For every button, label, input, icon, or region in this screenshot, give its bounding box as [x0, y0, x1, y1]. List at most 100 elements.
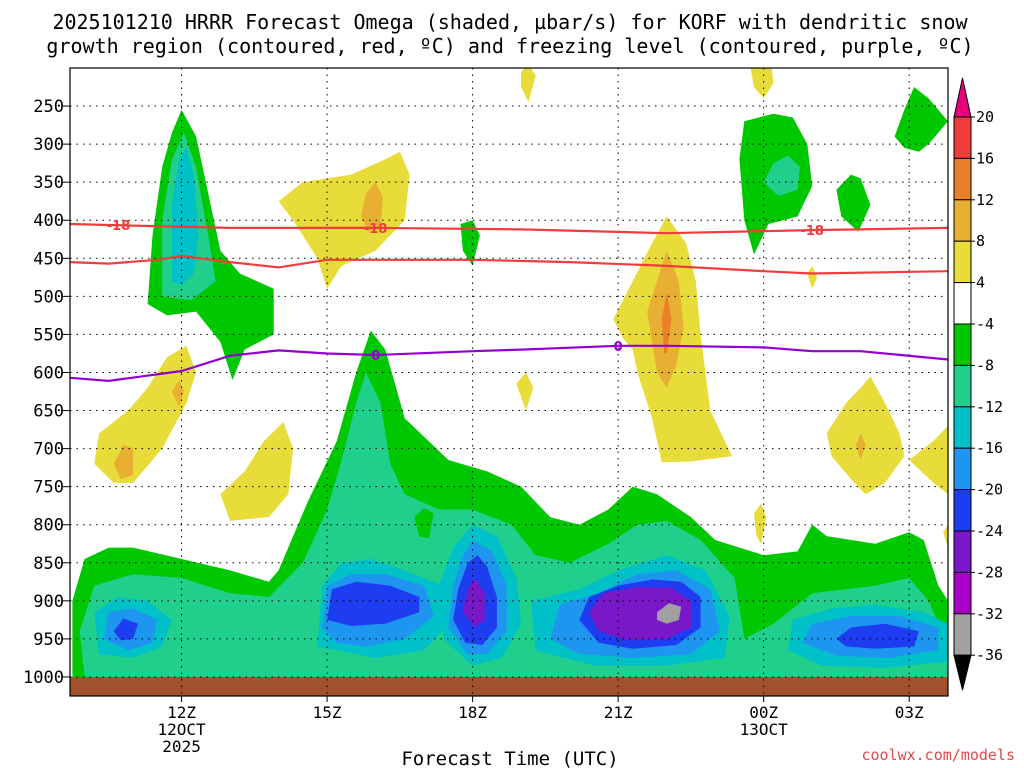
plot-frame — [69, 67, 949, 697]
subsidence-02z-p4 — [943, 524, 948, 548]
colorbar-segment — [953, 282, 972, 325]
subsidence-15z-p8 — [361, 182, 383, 232]
y-tick-label: 350 — [33, 173, 64, 193]
y-tick-label: 500 — [33, 287, 64, 307]
subsidence-10z-p8 — [171, 380, 184, 407]
colorbar-label: 16 — [976, 149, 994, 167]
dgz-bottom-contour — [70, 254, 948, 275]
colorbar-segment — [953, 530, 972, 573]
y-tick-label: 250 — [33, 97, 64, 117]
y-axis: 250 300 350 400 450 500 550 600 650 700 750 800 850 9… — [23, 97, 70, 688]
colorbar-label: -12 — [976, 398, 1003, 416]
colorbar-label: -24 — [976, 522, 1003, 540]
updraft-upper-right-n8 — [836, 174, 871, 232]
updraft-upper-right-n8 — [894, 87, 948, 152]
subsidence-10z-p4 — [94, 345, 197, 483]
colorbar-label: -16 — [976, 439, 1003, 457]
subsidence-02z-p4 — [909, 425, 948, 495]
colorbar-label: 12 — [976, 191, 994, 209]
updraft-low-level-band-n24 — [113, 618, 138, 641]
y-tick-label: 300 — [33, 135, 64, 155]
colorbar-top-arrow — [953, 77, 972, 118]
y-tick-label: 850 — [33, 554, 64, 574]
credit-text: coolwx.com/models — [861, 746, 1015, 764]
colorbar: 20 16 12 8 4 -4 -8 -12 -16 -20 -24 -28 -32 -36 — [953, 77, 1003, 691]
colorbar-label: -28 — [976, 563, 1003, 581]
colorbar-label: -32 — [976, 605, 1003, 623]
x-tick-label: 12OCT — [157, 720, 206, 739]
colorbar-segment — [953, 489, 972, 532]
colorbar-segment — [953, 157, 972, 201]
chart-title-line-2: growth region (contoured, red, ºC) and f… — [46, 34, 973, 58]
subsidence-23z-p4 — [750, 68, 774, 99]
x-tick-label: 00Z — [749, 703, 778, 722]
colorbar-segment — [953, 571, 972, 615]
colorbar-segment — [953, 447, 972, 491]
x-axis-label: Forecast Time (UTC) — [401, 748, 618, 768]
subsidence-23z-p4 — [807, 265, 817, 289]
subsidence-22z-p12 — [661, 292, 672, 354]
subsidence-10z-p8 — [113, 444, 134, 480]
updraft-low-level-band-n28 — [462, 578, 485, 628]
updraft-low-level-band-n28 — [589, 587, 691, 641]
colorbar-label: -36 — [976, 646, 1003, 664]
dgz-top-label: -18 — [800, 224, 824, 239]
colorbar-segment — [953, 199, 972, 242]
updraft-upper-right-n8 — [414, 508, 434, 539]
x-tick-label: 12Z — [167, 703, 196, 722]
dgz-top-contour — [70, 222, 948, 235]
y-tick-label: 400 — [33, 211, 64, 231]
colorbar-segment — [953, 323, 972, 366]
y-tick-label: 600 — [33, 363, 64, 383]
y-tick-label: 750 — [33, 478, 64, 498]
y-tick-label: 1000 — [23, 668, 64, 688]
subsidence-23z-p4 — [754, 503, 767, 544]
colorbar-segment — [953, 364, 972, 408]
plot-area: -18 -18 -18 0 0 — [69, 67, 949, 697]
colorbar-segment — [953, 613, 972, 656]
x-tick-label: 18Z — [458, 703, 487, 722]
y-tick-label: 550 — [33, 325, 64, 345]
colorbar-label: 20 — [976, 108, 994, 126]
colorbar-segment — [953, 240, 972, 284]
colorbar-segment — [953, 406, 972, 449]
y-tick-label: 950 — [33, 630, 64, 650]
freezing-level-label: 0 — [614, 340, 623, 355]
y-tick-label: 450 — [33, 249, 64, 269]
ground-layer — [70, 677, 948, 696]
dgz-top-label: -18 — [364, 222, 388, 237]
chart-title-line-1: 2025101210 HRRR Forecast Omega (shaded, … — [52, 10, 968, 34]
subsidence-19z-p4 — [521, 68, 536, 103]
omega-shading — [72, 68, 948, 677]
colorbar-label: 8 — [976, 232, 985, 250]
dgz-top-label: -18 — [107, 219, 131, 234]
colorbar-label: 4 — [976, 274, 985, 292]
subsidence-02z-p4 — [826, 376, 905, 495]
y-tick-label: 900 — [33, 592, 64, 612]
colorbar-segment — [953, 116, 972, 159]
x-tick-label: 2025 — [162, 737, 201, 756]
x-tick-label: 21Z — [604, 703, 633, 722]
updraft-upper-21z-00z-n12 — [763, 155, 800, 196]
subsidence-02z-p8 — [855, 433, 866, 460]
y-tick-label: 700 — [33, 440, 64, 460]
contour-lines: -18 -18 -18 0 0 — [70, 219, 948, 383]
y-tick-label: 800 — [33, 516, 64, 536]
colorbar-label: -8 — [976, 356, 994, 374]
freezing-level-contour — [70, 344, 948, 383]
freezing-level-label: 0 — [371, 349, 380, 364]
updraft-upper-right-n8 — [460, 220, 480, 266]
colorbar-label: -4 — [976, 315, 994, 333]
x-tick-label: 13OCT — [740, 720, 789, 739]
colorbar-label: -20 — [976, 481, 1003, 499]
subsidence-19z-p4 — [516, 372, 534, 411]
colorbar-bottom-arrow — [953, 654, 972, 691]
updraft-low-level-band-n24 — [327, 581, 420, 626]
updraft-low-level-band-n36 — [657, 603, 682, 624]
updraft-low-level-band-n12 — [79, 372, 948, 677]
gridlines — [70, 68, 948, 696]
subsidence-13z-p4 — [220, 422, 294, 521]
y-tick-label: 650 — [33, 402, 64, 422]
